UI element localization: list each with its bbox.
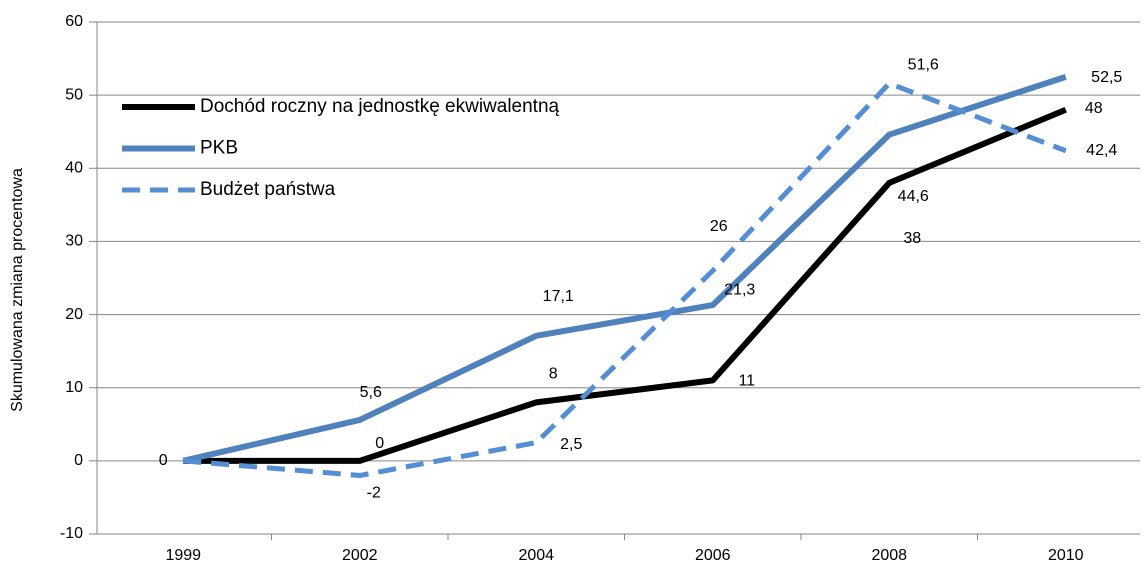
data-label: 11	[738, 373, 755, 390]
data-label: 2,5	[560, 436, 582, 453]
y-tick-label: 60	[65, 13, 83, 30]
x-tick-label: 2002	[342, 547, 378, 564]
data-label: 42,4	[1086, 142, 1117, 159]
legend-label: Budżet państwa	[200, 179, 336, 200]
data-label: 17,1	[543, 288, 574, 305]
data-label: 38	[903, 230, 921, 247]
y-tick-label: -10	[60, 525, 83, 542]
data-label: 21,3	[724, 281, 755, 298]
legend-label: PKB	[200, 138, 238, 159]
x-tick-label: 1999	[165, 547, 201, 564]
data-label: 8	[549, 366, 558, 383]
y-tick-label: 10	[65, 379, 83, 396]
legend-label: Dochód roczny na jednostkę ekwiwalentną	[200, 96, 560, 117]
y-tick-label: 50	[65, 86, 83, 103]
data-label: 0	[375, 435, 384, 452]
data-label: 48	[1085, 100, 1103, 117]
x-tick-label: 2010	[1048, 547, 1084, 564]
y-tick-label: 40	[65, 160, 83, 177]
line-series	[183, 106, 1067, 464]
x-tick-label: 2004	[518, 547, 554, 564]
data-label: 44,6	[898, 188, 929, 205]
y-tick-label: 0	[74, 452, 83, 469]
data-label: 52,5	[1091, 69, 1122, 86]
data-label: 5,6	[360, 384, 382, 401]
line-series	[182, 74, 1067, 464]
data-label: -2	[367, 485, 381, 502]
y-tick-label: 20	[65, 306, 83, 323]
line-series	[183, 80, 1067, 478]
data-label: 0	[159, 452, 168, 469]
y-tick-label: 30	[65, 233, 83, 250]
data-label: 51,6	[908, 57, 939, 74]
y-axis-label: Skumulowana zmiana procentowa	[9, 168, 26, 412]
data-label: 26	[710, 218, 728, 235]
x-tick-label: 2006	[695, 547, 731, 564]
x-tick-label: 2008	[871, 547, 907, 564]
